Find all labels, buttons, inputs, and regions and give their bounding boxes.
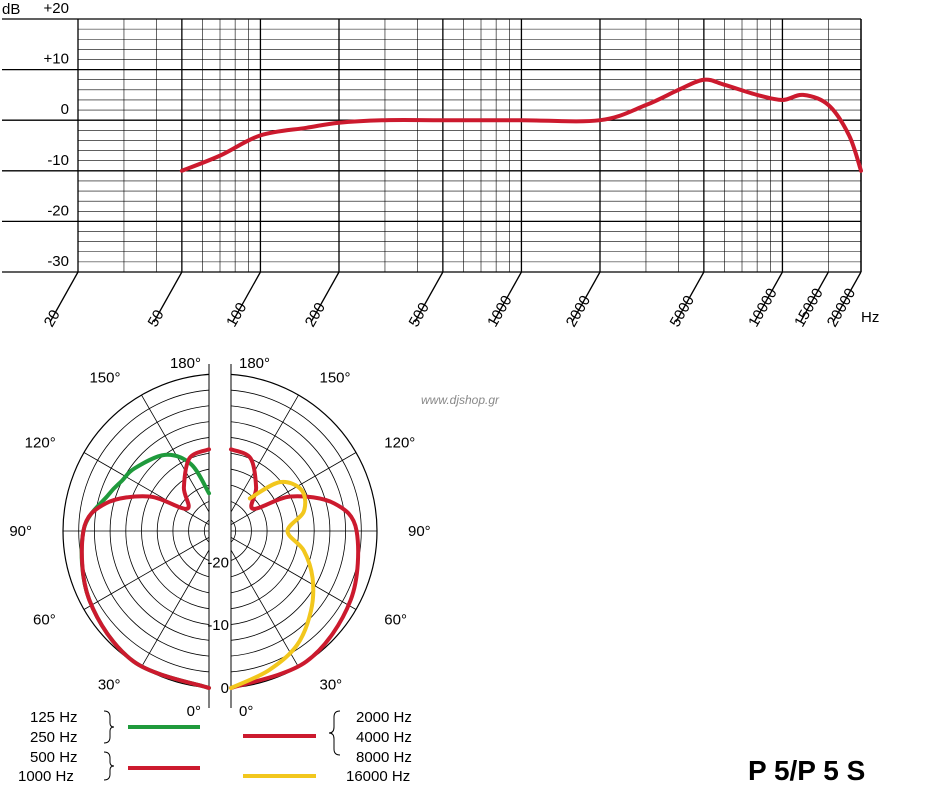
freq-x-tick-mark — [492, 271, 522, 323]
polar-angle-label: 0° — [187, 703, 201, 720]
legend-brace-left-bottom — [103, 751, 115, 781]
polar-spoke — [83, 452, 221, 532]
freq-x-tick-label: 20 — [41, 307, 64, 330]
polar-curve — [229, 479, 316, 690]
freq-y-axis-title: dB — [2, 1, 20, 18]
freq-x-tick-label: 1000 — [484, 293, 515, 330]
freq-y-tick-label: -30 — [47, 253, 69, 270]
polar-radial-label: -20 — [207, 554, 229, 571]
freq-x-tick-label: 15000 — [791, 285, 827, 330]
freq-x-tick-mark — [310, 271, 340, 323]
freq-y-tick-label: +10 — [44, 51, 69, 68]
freq-x-tick-mark — [675, 271, 705, 323]
freq-x-tick-label: 100 — [223, 300, 250, 330]
freq-x-tick-mark — [153, 271, 183, 323]
legend-freq-8000: 8000 Hz — [356, 749, 412, 766]
polar-angle-label: 150° — [320, 370, 351, 387]
polar-spoke — [219, 530, 357, 610]
polar-angle-label: 180° — [239, 355, 270, 372]
freq-x-tick-mark — [832, 271, 862, 323]
polar-angle-labels: 0° 30° 60° 90° 120° 150° 180° 0° 30° 60° 90° 120° 15… — [9, 355, 430, 720]
polar-angle-label: 60° — [384, 612, 407, 629]
legend-freq-2000: 2000 Hz — [356, 709, 412, 726]
polar-angle-label: 30° — [320, 676, 343, 693]
legend-brace-left-top — [103, 710, 115, 744]
freq-x-tick-mark — [571, 271, 601, 323]
watermark: www.djshop.gr — [421, 393, 500, 407]
polar-spoke — [83, 530, 221, 610]
legend-brace-right — [328, 710, 341, 756]
polar-curve — [229, 447, 361, 690]
polar-angle-label: 90° — [408, 523, 431, 540]
polar-angle-label: 90° — [9, 523, 32, 540]
model-label: P 5/P 5 S — [748, 755, 865, 786]
freq-y-tick-label: 0 — [61, 101, 69, 118]
freq-x-tick-label: 500 — [406, 300, 433, 330]
polar-angle-label: 150° — [89, 370, 120, 387]
polar-grid — [62, 364, 378, 708]
polar-spoke — [141, 394, 221, 532]
polar-spoke — [219, 394, 299, 532]
polar-radial-label: 0 — [221, 680, 229, 697]
polar-angle-label: 0° — [239, 703, 253, 720]
freq-y-tick-label: -20 — [47, 202, 69, 219]
freq-x-tick-mark — [49, 271, 79, 323]
frequency-grid — [2, 18, 862, 273]
freq-x-tick-label: 20000 — [824, 285, 860, 330]
freq-y-tick-label: +20 — [44, 0, 69, 17]
freq-x-axis-title: Hz — [861, 309, 879, 326]
polar-angle-label: 180° — [170, 355, 201, 372]
legend-freq-500: 500 Hz — [30, 749, 78, 766]
legend-freq-4000: 4000 Hz — [356, 729, 412, 746]
polar-spoke — [219, 530, 299, 668]
freq-y-tick-label: -10 — [47, 152, 69, 169]
freq-x-tick-mark — [414, 271, 444, 323]
freq-x-tick-label: 10000 — [745, 285, 781, 330]
freq-x-tick-mark — [799, 271, 829, 323]
polar-angle-label: 120° — [25, 435, 56, 452]
polar-curves — [79, 447, 361, 690]
legend-freq-16000: 16000 Hz — [346, 768, 410, 785]
polar-center-gap — [209, 364, 231, 698]
freq-x-tick-mark — [753, 271, 783, 323]
polar-angle-label: 120° — [384, 435, 415, 452]
polar-spoke — [141, 530, 221, 668]
legend-freq-125: 125 Hz — [30, 709, 78, 726]
polar-curve — [79, 447, 211, 690]
polar-angle-label: 60° — [33, 612, 56, 629]
freq-x-tick-label: 200 — [302, 300, 329, 330]
freq-x-tick-mark — [231, 271, 261, 323]
polar-spoke — [219, 452, 357, 532]
frequency-y-ticks: +20 +10 0 -10 -20 -30 — [44, 0, 69, 270]
legend-freq-1000: 1000 Hz — [18, 768, 74, 785]
freq-x-tick-label: 2000 — [563, 293, 594, 330]
legend-freq-250: 250 Hz — [30, 729, 78, 746]
legend: 125 Hz 250 Hz 500 Hz 1000 Hz 2000 Hz 400… — [18, 709, 412, 785]
polar-radial-label: -10 — [207, 617, 229, 634]
freq-x-tick-label: 50 — [145, 307, 168, 330]
polar-radial-labels: 0 -10 -20 — [207, 554, 229, 697]
polar-angle-label: 30° — [98, 676, 121, 693]
freq-x-tick-label: 5000 — [667, 293, 698, 330]
frequency-response-curve — [179, 77, 863, 173]
